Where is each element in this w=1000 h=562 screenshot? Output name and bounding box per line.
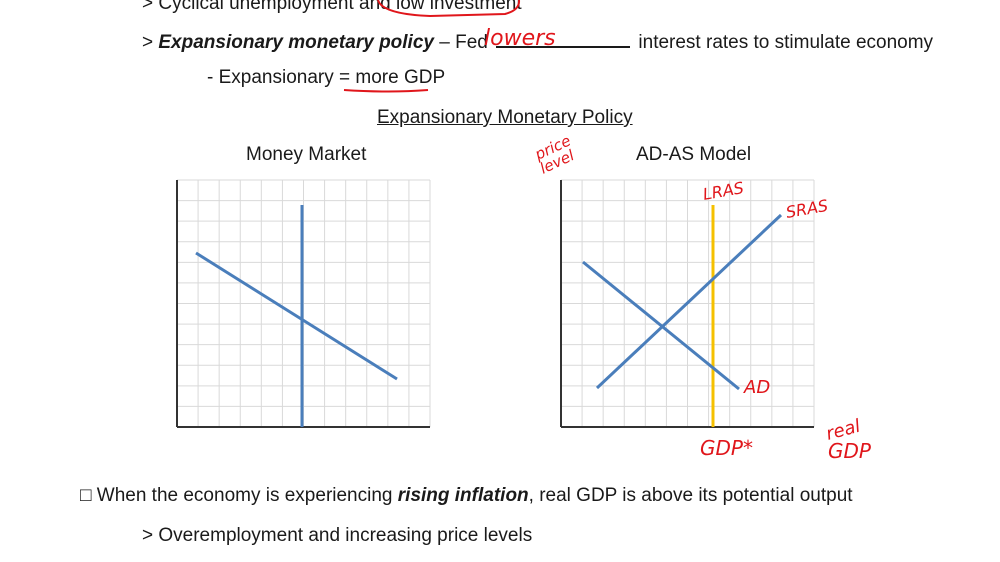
money-market-title: Money Market	[246, 144, 367, 165]
red-circle-annotation	[377, 0, 521, 18]
handwritten-gdp: GDP	[828, 439, 872, 463]
rising-prefix: When the economy is experiencing	[91, 485, 398, 506]
line-middle: – Fed	[433, 32, 494, 53]
handwritten-sras: SRAS	[784, 196, 829, 222]
handwritten-ad: AD	[743, 377, 770, 398]
adas-grid	[560, 179, 815, 428]
red-underline-more-gdp	[343, 89, 429, 93]
expansionary-definition: - Expansionary = more GDP	[207, 68, 445, 87]
definition-emphasis: more GDP	[355, 67, 446, 88]
line-prefix: >	[142, 32, 159, 53]
line-after-blank: interest rates to stimulate economy	[633, 32, 934, 53]
definition-prefix: - Expansionary =	[207, 67, 356, 88]
cyclical-line: > Cyclical unemployment and low investme…	[142, 0, 522, 14]
section-title: Expansionary Monetary Policy	[377, 107, 633, 128]
money-demand-line	[195, 251, 398, 381]
overemployment-line: > Overemployment and increasing price le…	[142, 525, 533, 546]
rising-inflation-term: rising inflation	[397, 485, 529, 506]
rising-suffix: , real GDP is above its potential output	[528, 485, 853, 506]
handwritten-lras: LRAS	[701, 178, 745, 204]
fill-in-blank	[496, 30, 631, 48]
expansionary-policy-term: Expansionary monetary policy	[158, 32, 434, 53]
rising-inflation-line: □ When the economy is experiencing risin…	[80, 486, 853, 505]
adas-title: AD-AS Model	[636, 144, 752, 165]
ad-line	[582, 260, 740, 391]
handwritten-gdp-star: GDP*	[700, 436, 753, 460]
checkbox-glyph: □	[80, 485, 92, 506]
sras-line	[595, 213, 783, 390]
handwritten-lowers: lowers	[484, 26, 556, 51]
expansionary-policy-line: > Expansionary monetary policy – Fed int…	[142, 30, 933, 52]
